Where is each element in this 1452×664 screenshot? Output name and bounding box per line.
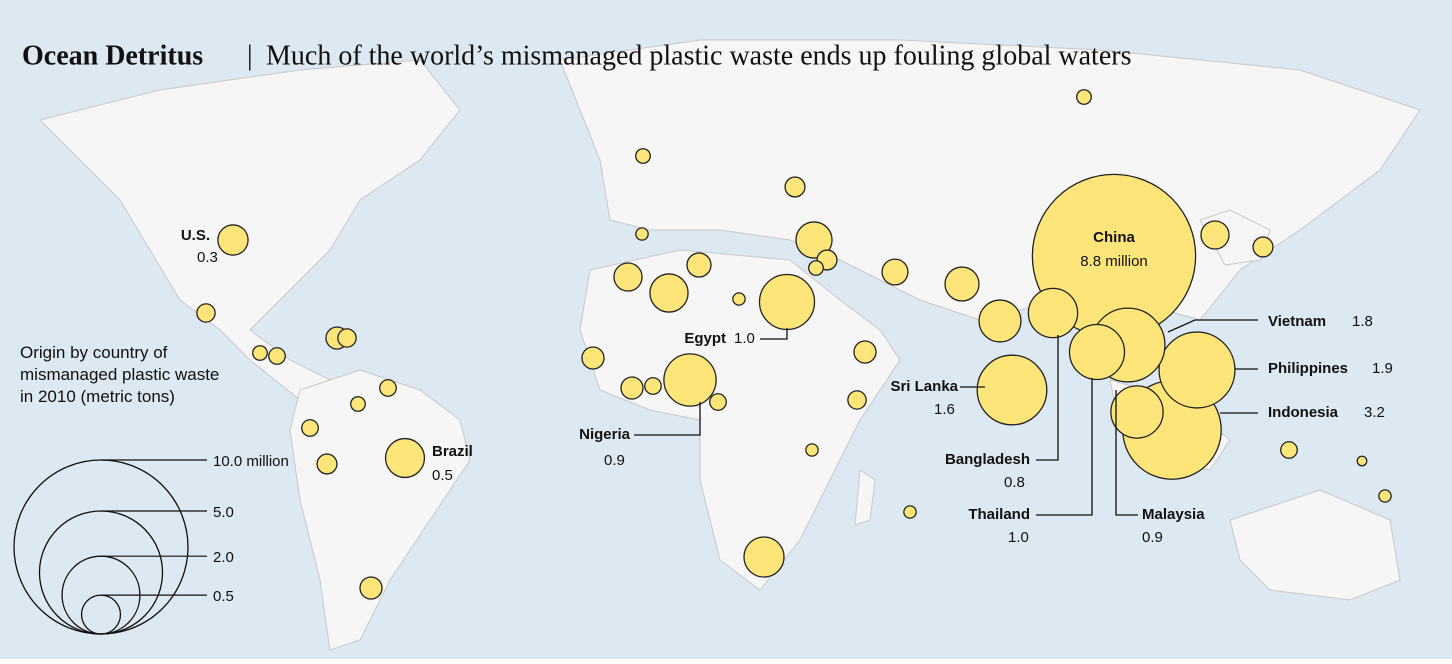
bubble xyxy=(903,505,917,519)
bubble xyxy=(613,262,643,292)
bubble xyxy=(847,390,867,410)
value-label: 1.0 xyxy=(1008,529,1029,546)
country-label: Philippines xyxy=(1268,360,1348,377)
country-label: Bangladesh xyxy=(945,451,1030,468)
bubble xyxy=(649,273,689,313)
bubble xyxy=(644,377,662,395)
legend-label: 0.5 xyxy=(213,588,234,605)
leader-line xyxy=(634,402,701,436)
bubble xyxy=(784,176,806,198)
bubble xyxy=(196,303,216,323)
bubble xyxy=(976,354,1048,426)
country-label: China xyxy=(1093,229,1135,246)
bubble xyxy=(732,292,746,306)
bubble xyxy=(1068,323,1126,381)
country-label: Sri Lanka xyxy=(890,378,958,395)
title: Ocean Detritus xyxy=(22,40,203,71)
bubble xyxy=(635,148,651,164)
bubble xyxy=(1252,236,1274,258)
bubble xyxy=(758,273,816,331)
legend-title-box: Origin by country of mismanaged plastic … xyxy=(20,342,220,408)
country-label: Nigeria xyxy=(579,426,631,443)
bubble xyxy=(252,345,268,361)
country-label: Egypt xyxy=(684,330,726,347)
bubble xyxy=(1200,220,1230,250)
legend-label: 2.0 xyxy=(213,549,234,566)
bubble xyxy=(1027,287,1079,339)
bubble xyxy=(635,227,649,241)
country-label: Thailand xyxy=(968,506,1030,523)
bubble xyxy=(379,379,397,397)
value-label: 1.0 xyxy=(734,330,755,347)
title-separator: | xyxy=(247,40,253,71)
value-label: 1.8 xyxy=(1352,313,1373,330)
legend-label: 10.0 million xyxy=(213,453,289,470)
bubble xyxy=(1356,455,1368,467)
leader-line xyxy=(1036,335,1059,461)
leader-line xyxy=(1115,390,1138,516)
bubble xyxy=(881,258,909,286)
bubble xyxy=(337,328,357,348)
bubble xyxy=(1076,89,1092,105)
bubble xyxy=(1158,331,1236,409)
value-label: 8.8 million xyxy=(1080,253,1148,270)
value-label: 0.9 xyxy=(1142,529,1163,546)
value-label: 3.2 xyxy=(1364,404,1385,421)
bubble xyxy=(268,347,286,365)
bubble xyxy=(350,396,366,412)
bubble xyxy=(217,224,249,256)
value-label: 0.9 xyxy=(604,452,625,469)
legend-title: Origin by country of mismanaged plastic … xyxy=(20,343,220,406)
legend-title-text: Origin by country of mismanaged plastic … xyxy=(20,342,220,408)
bubble xyxy=(795,221,833,259)
bubble xyxy=(944,266,980,302)
bubble xyxy=(853,340,877,364)
country-label: Indonesia xyxy=(1268,404,1339,421)
bubble xyxy=(581,346,605,370)
legend-units: (metric tons) xyxy=(80,387,175,406)
country-label: U.S. xyxy=(181,227,210,244)
value-label: 1.6 xyxy=(934,401,955,418)
bubble xyxy=(808,260,824,276)
bubble xyxy=(663,353,717,407)
country-label: Brazil xyxy=(432,443,473,460)
bubble xyxy=(384,437,426,479)
bubble xyxy=(686,252,712,278)
bubble xyxy=(978,299,1022,343)
leader-line xyxy=(760,328,788,340)
bubble xyxy=(316,453,338,475)
bubble xyxy=(743,536,785,578)
size-legend: Origin by country of mismanaged plastic … xyxy=(20,342,220,408)
value-label: 0.3 xyxy=(197,249,218,266)
value-label: 0.8 xyxy=(1004,474,1025,491)
bubble xyxy=(359,576,383,600)
subtitle: Much of the world’s mismanaged plastic w… xyxy=(266,40,1131,71)
value-label: 0.5 xyxy=(432,467,453,484)
leader-line xyxy=(1036,378,1093,516)
leader-line xyxy=(1167,319,1258,333)
bubble xyxy=(301,419,319,437)
bubble xyxy=(620,376,644,400)
bubble xyxy=(805,443,819,457)
country-label: Vietnam xyxy=(1268,313,1326,330)
bubble xyxy=(1110,385,1164,439)
bubble xyxy=(1280,441,1298,459)
bubble xyxy=(709,393,727,411)
bubble xyxy=(1378,489,1392,503)
value-label: 1.9 xyxy=(1372,360,1393,377)
legend-label: 5.0 xyxy=(213,504,234,521)
country-label: Malaysia xyxy=(1142,506,1205,523)
